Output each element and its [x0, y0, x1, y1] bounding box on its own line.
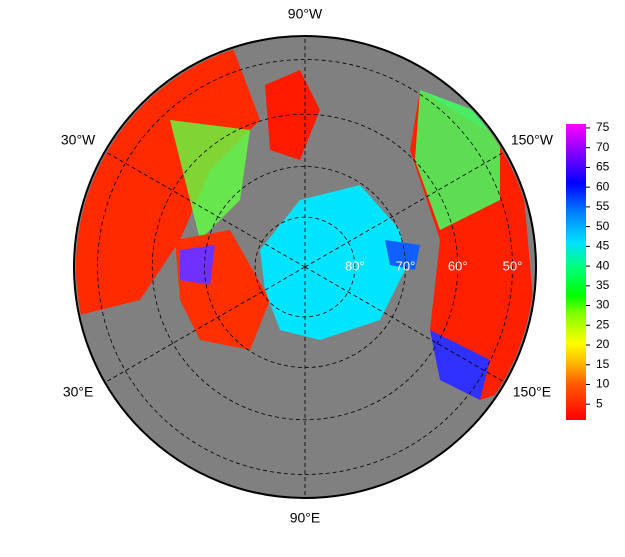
- field-patch: [415, 90, 500, 230]
- field-patch: [265, 70, 320, 160]
- colorbar-tick-label: 5: [596, 396, 603, 410]
- latitude-circle: [151, 113, 459, 421]
- longitude-label: 90°W: [288, 6, 323, 22]
- colorbar-tick-label: 65: [596, 160, 610, 174]
- colorbar-tick-label: 70: [596, 140, 610, 154]
- meridian-line: [96, 146, 306, 268]
- graticule: [96, 38, 514, 496]
- field-patch: [385, 240, 420, 270]
- colorbar-tick-label: 60: [596, 179, 610, 193]
- colorbar-tick-label: 40: [596, 258, 610, 272]
- colorbar-tick-label: 15: [596, 357, 610, 371]
- colorbar-tick-label: 55: [596, 199, 610, 213]
- longitude-label: 150°W: [511, 132, 554, 148]
- latitude-label: 70°: [396, 258, 416, 273]
- data-field: [76, 40, 534, 400]
- longitude-label: 30°W: [61, 132, 96, 148]
- longitude-label: 30°E: [63, 384, 94, 400]
- latitude-circle: [97, 59, 513, 475]
- meridian-line: [304, 146, 514, 268]
- longitude-label: 90°E: [290, 510, 321, 526]
- latitude-label: 60°: [448, 258, 468, 273]
- latitude-label: 50°: [503, 258, 523, 273]
- meridian-line: [304, 266, 514, 388]
- colorbar-tick-label: 75: [596, 120, 610, 134]
- colorbar-tick-label: 25: [596, 317, 610, 331]
- colorbar-tick-label: 20: [596, 337, 610, 351]
- latitude-label: 80°: [345, 258, 365, 273]
- colorbar-tick-label: 10: [596, 377, 610, 391]
- sea-ice-field: [260, 185, 405, 340]
- longitude-label: 150°E: [513, 384, 551, 400]
- colorbar-tick-label: 30: [596, 298, 610, 312]
- meridian-line: [96, 266, 306, 388]
- colorbar: [566, 124, 586, 420]
- colorbar-tick-label: 35: [596, 278, 610, 292]
- field-patch: [180, 245, 215, 285]
- colorbar-tick-label: 50: [596, 219, 610, 233]
- field-patch: [170, 120, 250, 240]
- colorbar-tick-label: 45: [596, 239, 610, 253]
